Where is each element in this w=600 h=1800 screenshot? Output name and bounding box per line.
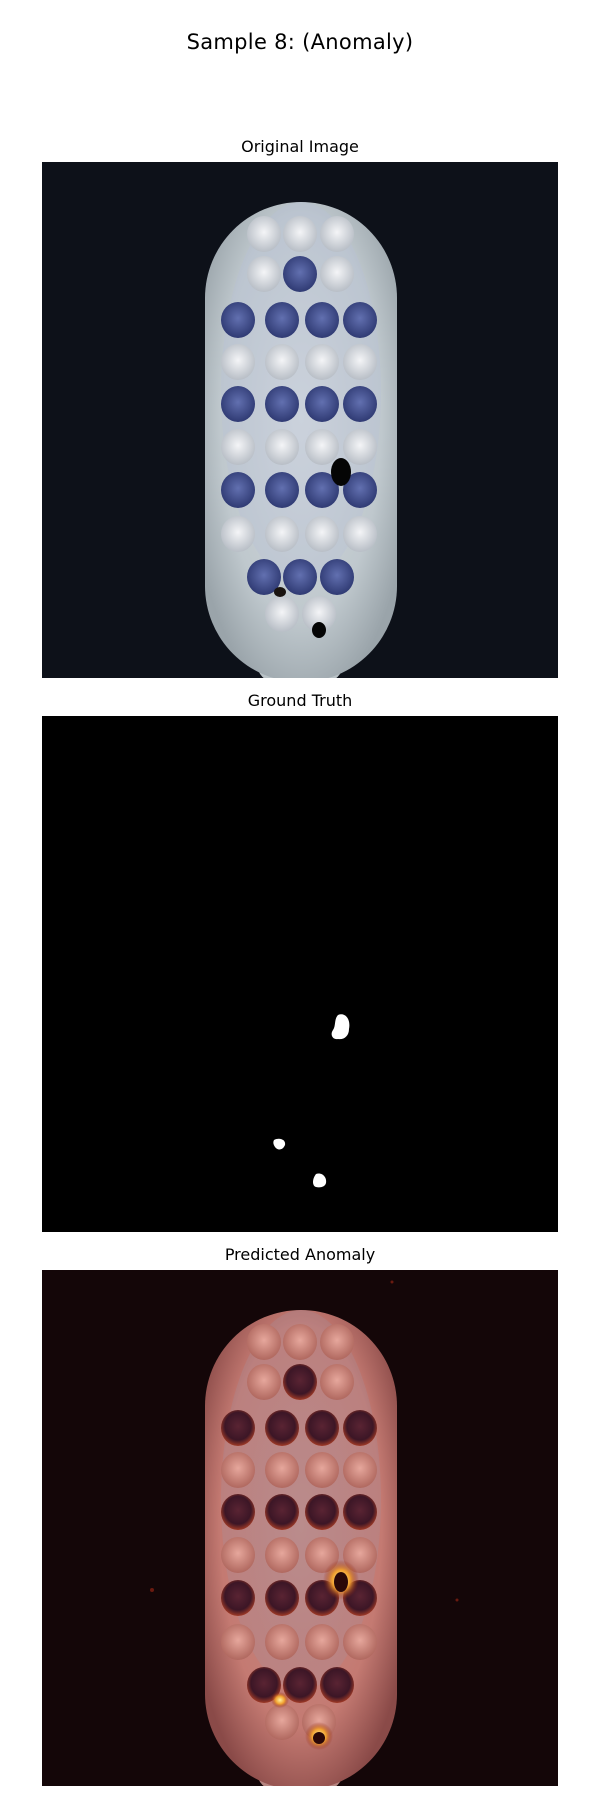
bristle-tuft bbox=[221, 516, 255, 552]
bristle-tuft bbox=[221, 472, 255, 508]
bristle-tuft bbox=[247, 559, 281, 595]
original-image-panel bbox=[42, 162, 558, 678]
bristle-tuft bbox=[305, 386, 339, 422]
bristle-tuft bbox=[343, 472, 377, 508]
mask-blob-2 bbox=[273, 1138, 286, 1150]
bristle-tuft bbox=[221, 344, 255, 380]
bristle-tuft bbox=[265, 302, 299, 338]
bristle-tuft bbox=[283, 256, 317, 292]
panel-title-original: Original Image bbox=[241, 137, 359, 156]
ground-truth-panel bbox=[42, 716, 558, 1232]
bristle-tuft bbox=[302, 596, 336, 632]
bristle-tuft bbox=[283, 1667, 317, 1703]
bristle-tuft bbox=[305, 516, 339, 552]
bristle-tuft bbox=[221, 1580, 255, 1616]
bristle-tuft bbox=[265, 1494, 299, 1530]
bristle-tuft bbox=[343, 1494, 377, 1530]
bristle-tuft bbox=[265, 386, 299, 422]
bristle-tuft bbox=[221, 1410, 255, 1446]
bristle-tuft bbox=[265, 1704, 299, 1740]
bristle-tuft bbox=[343, 386, 377, 422]
bristle-tuft bbox=[283, 1364, 317, 1400]
mask-blob-3 bbox=[313, 1173, 327, 1188]
bristle-tuft bbox=[221, 1537, 255, 1573]
panel-title-predicted: Predicted Anomaly bbox=[224, 1245, 376, 1264]
bristle-tuft bbox=[265, 1410, 299, 1446]
bristle-tuft bbox=[265, 1624, 299, 1660]
bristle-tuft bbox=[320, 256, 354, 292]
bristle-tuft bbox=[305, 1410, 339, 1446]
bristle-tuft bbox=[221, 1624, 255, 1660]
bristle-tuft bbox=[247, 1324, 281, 1360]
bristle-tuft bbox=[265, 1452, 299, 1488]
bristle-tuft bbox=[343, 344, 377, 380]
bristle-tuft bbox=[247, 1364, 281, 1400]
bristle-tuft bbox=[265, 516, 299, 552]
bristle-tuft bbox=[221, 302, 255, 338]
bristle-tuft bbox=[343, 429, 377, 465]
bristle-tuft bbox=[265, 596, 299, 632]
bristle-tuft bbox=[305, 429, 339, 465]
bristle-tuft bbox=[305, 472, 339, 508]
bristle-tuft bbox=[320, 1364, 354, 1400]
bristle-tuft bbox=[265, 1580, 299, 1616]
bristle-tuft bbox=[283, 559, 317, 595]
bristle-tuft bbox=[343, 1452, 377, 1488]
bristle-tuft bbox=[247, 1667, 281, 1703]
bristle-tuft bbox=[265, 429, 299, 465]
bristle-tuft bbox=[320, 1667, 354, 1703]
bristle-tuft bbox=[343, 302, 377, 338]
figure-title: Sample 8: (Anomaly) bbox=[186, 30, 414, 54]
ground-truth-mask bbox=[42, 716, 558, 1232]
bristle-tuft bbox=[283, 1324, 317, 1360]
bristle-tuft bbox=[283, 216, 317, 252]
bristle-tuft bbox=[247, 216, 281, 252]
bristle-tuft bbox=[221, 1452, 255, 1488]
bristle-tuft bbox=[320, 559, 354, 595]
original-image bbox=[42, 162, 558, 678]
bristle-tuft bbox=[343, 1410, 377, 1446]
bristle-tuft bbox=[320, 1324, 354, 1360]
bristle-tuft bbox=[247, 256, 281, 292]
bristle-tuft bbox=[343, 516, 377, 552]
bristle-tuft bbox=[265, 472, 299, 508]
bristle-tuft bbox=[320, 216, 354, 252]
bristle-tuft bbox=[221, 429, 255, 465]
bristle-tuft bbox=[305, 1452, 339, 1488]
panel-title-ground-truth: Ground Truth bbox=[247, 691, 353, 710]
bristle-tuft bbox=[343, 1624, 377, 1660]
predicted-anomaly-heatmap bbox=[42, 1270, 558, 1786]
mask-blob-1 bbox=[331, 1014, 350, 1040]
bristle-tuft bbox=[265, 344, 299, 380]
bristle-tuft bbox=[265, 1537, 299, 1573]
predicted-anomaly-panel bbox=[42, 1270, 558, 1786]
bristle-tuft bbox=[305, 344, 339, 380]
bristle-tuft bbox=[221, 1494, 255, 1530]
bristle-tuft bbox=[305, 1494, 339, 1530]
bristle-tuft bbox=[305, 1624, 339, 1660]
bristle-tuft bbox=[221, 386, 255, 422]
bristle-tuft bbox=[305, 302, 339, 338]
